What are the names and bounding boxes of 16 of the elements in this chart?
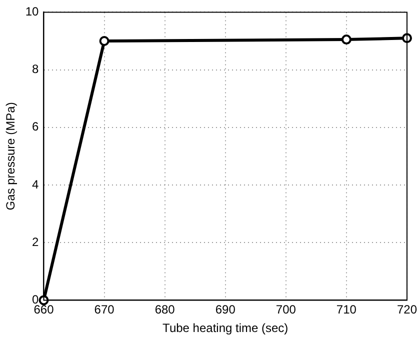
- y-tick-label: 4: [32, 177, 40, 192]
- y-axis-title: Gas pressure (MPa): [4, 102, 18, 210]
- y-tick-label: 8: [32, 62, 40, 76]
- point: [341, 34, 352, 45]
- x-tick-label: 720: [396, 302, 418, 317]
- point: [99, 36, 110, 46]
- x-tick-label: 680: [154, 302, 176, 317]
- x-tick-label: 700: [276, 302, 296, 317]
- x-tick-label: 660: [34, 302, 54, 317]
- x-tick-label: 710: [336, 302, 357, 317]
- y-tick-label: 10: [25, 4, 40, 19]
- y-tick-label: 6: [32, 120, 40, 134]
- x-tick-label: 670: [94, 302, 115, 317]
- x-axis-title: Tube heating time (sec): [162, 321, 288, 336]
- x-tick-label: 690: [215, 302, 236, 317]
- y-tick-label: 2: [32, 234, 40, 249]
